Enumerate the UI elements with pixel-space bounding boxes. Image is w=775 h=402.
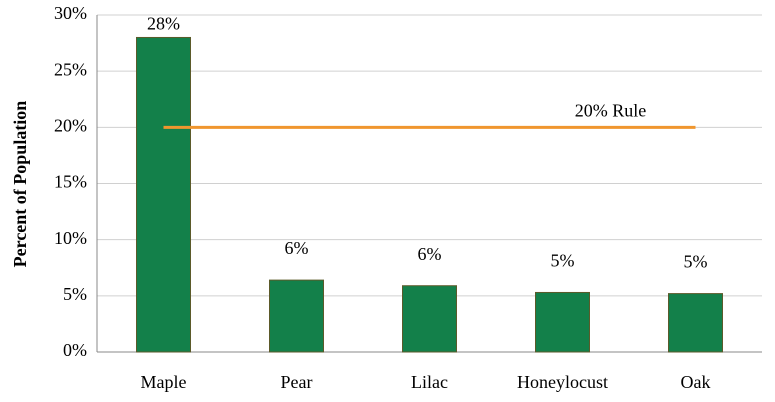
x-tick-label: Lilac bbox=[411, 372, 448, 392]
x-tick-label: Pear bbox=[281, 372, 313, 392]
y-tick-label: 15% bbox=[54, 172, 87, 192]
bar bbox=[269, 279, 324, 353]
bar bbox=[668, 293, 723, 353]
y-tick-label: 5% bbox=[63, 284, 87, 304]
bar bbox=[402, 285, 457, 353]
x-tick-label: Honeylocust bbox=[517, 372, 608, 392]
x-tick-label: Maple bbox=[141, 372, 187, 392]
reference-label: 20% Rule bbox=[575, 100, 647, 120]
value-label: 5% bbox=[551, 251, 575, 271]
y-tick-label: 0% bbox=[63, 340, 87, 360]
bar bbox=[535, 291, 590, 353]
value-label: 6% bbox=[285, 238, 309, 258]
x-tick-label: Oak bbox=[681, 372, 711, 392]
y-tick-label: 10% bbox=[54, 228, 87, 248]
value-label: 6% bbox=[418, 244, 442, 264]
y-axis-label: Percent of Population bbox=[10, 101, 30, 268]
y-tick-label: 25% bbox=[54, 59, 87, 79]
value-label: 28% bbox=[147, 14, 180, 34]
value-label: 5% bbox=[684, 252, 708, 272]
bar bbox=[136, 36, 191, 353]
y-tick-label: 20% bbox=[54, 115, 87, 135]
y-tick-label: 30% bbox=[54, 3, 87, 23]
